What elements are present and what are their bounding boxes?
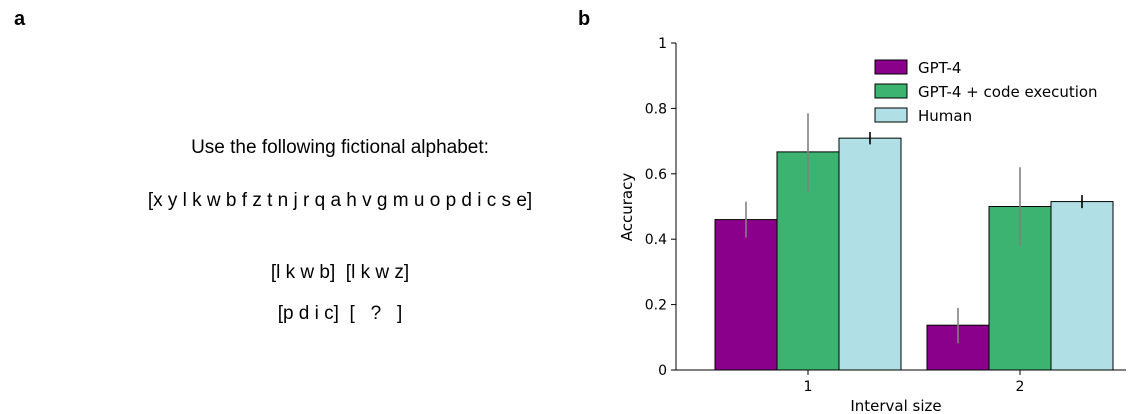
analogy-source-pair: [l k w b] [l k w z] <box>270 262 410 283</box>
legend-swatch-gpt-4 <box>874 59 908 75</box>
x-tick-label: 2 <box>1016 379 1025 395</box>
fictional-alphabet-text: [x y l k w b f z t n j r q a h v g m u o… <box>147 190 533 211</box>
legend-label-gpt-4: GPT-4 <box>918 59 961 77</box>
bar-human-interval-2 <box>1050 201 1114 371</box>
prompt-intro-text: Use the following fictional alphabet: <box>191 137 489 158</box>
y-tick-label: 0 <box>658 363 667 379</box>
y-tick-label: 0.6 <box>645 167 667 183</box>
analogy-target-pair: [p d i c] [ ? ] <box>277 303 403 324</box>
axes-group <box>675 43 1126 371</box>
y-tick-label: 0.4 <box>645 232 667 248</box>
legend-label-gpt-4-code-execution: GPT-4 + code execution <box>918 83 1098 101</box>
bar-human-interval-1 <box>838 137 902 371</box>
panel-a-label: a <box>14 8 26 30</box>
y-tick-label: 1 <box>658 36 667 52</box>
x-axis-label: Interval size <box>850 397 941 414</box>
bar-gpt-4-interval-1 <box>714 219 778 371</box>
x-tick-label: 1 <box>804 379 813 395</box>
bars-group <box>714 137 1114 371</box>
error-bars-group <box>745 113 1083 344</box>
legend: GPT-4 GPT-4 + code execution Human <box>874 59 1098 125</box>
legend-swatch-human <box>874 107 908 123</box>
y-axis-label: Accuracy <box>618 173 636 242</box>
y-ticks-group: 0 0.2 0.4 0.6 0.8 1 <box>645 36 676 379</box>
panel-b-label: b <box>578 8 591 30</box>
y-tick-label: 0.8 <box>645 101 667 117</box>
legend-swatch-gpt-4-code-execution <box>874 83 908 99</box>
y-tick-label: 0.2 <box>645 298 667 314</box>
legend-label-human: Human <box>918 107 972 125</box>
